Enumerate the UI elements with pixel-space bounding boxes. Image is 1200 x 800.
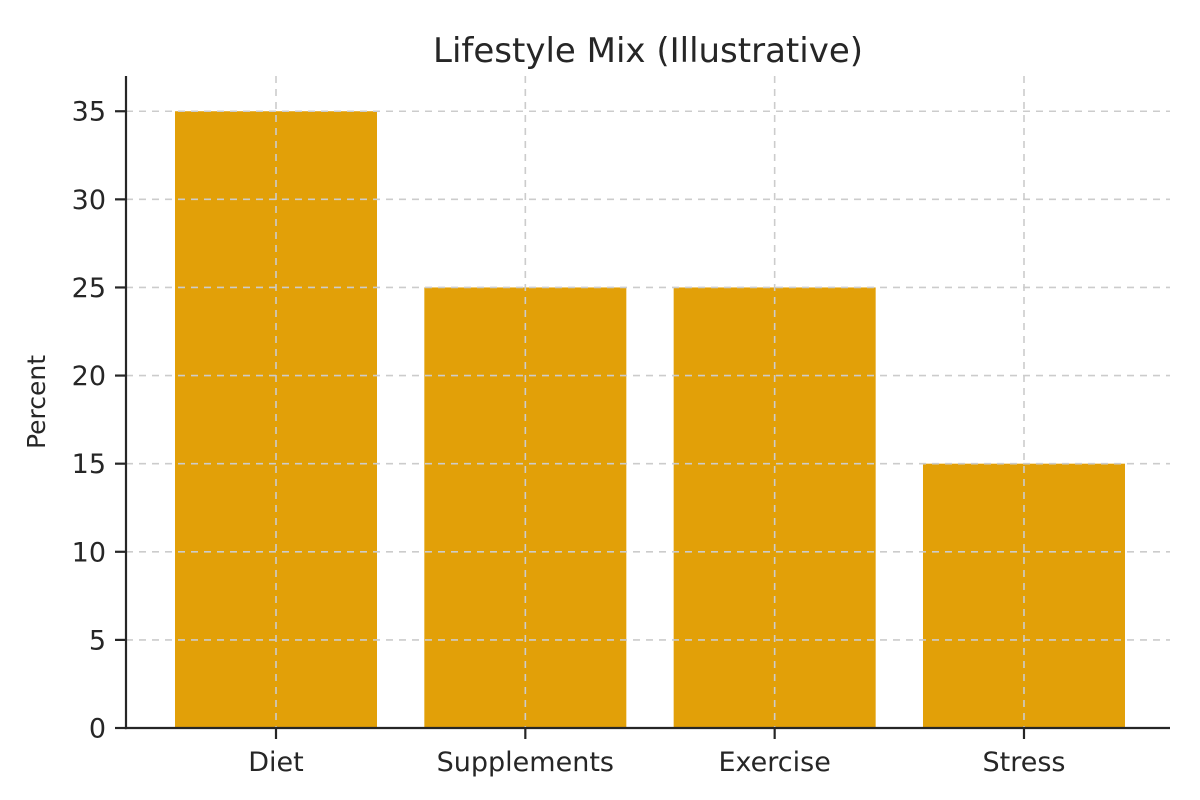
bars-layer (175, 111, 1125, 729)
x-category-label-exercise: Exercise (718, 747, 830, 778)
x-category-label-stress: Stress (982, 747, 1065, 778)
chart-title: Lifestyle Mix (Illustrative) (433, 31, 863, 71)
y-tick-label-0: 0 (89, 714, 106, 745)
y-tick-label-15: 15 (72, 449, 106, 480)
y-tick-label-10: 10 (72, 537, 106, 568)
y-tick-label-35: 35 (72, 97, 106, 128)
labels-layer: 0 5 10 15 20 25 30 35 Diet Supplements Exercise Str… (72, 97, 1066, 778)
x-category-label-supplements: Supplements (437, 747, 614, 778)
y-tick-label-30: 30 (72, 185, 106, 216)
y-axis-label: Percent (22, 355, 51, 449)
grid-layer (126, 76, 1170, 728)
y-tick-label-5: 5 (89, 625, 106, 656)
y-tick-label-20: 20 (72, 361, 106, 392)
axes-layer (115, 76, 1170, 739)
x-category-label-diet: Diet (248, 747, 304, 778)
y-tick-label-25: 25 (72, 273, 106, 304)
